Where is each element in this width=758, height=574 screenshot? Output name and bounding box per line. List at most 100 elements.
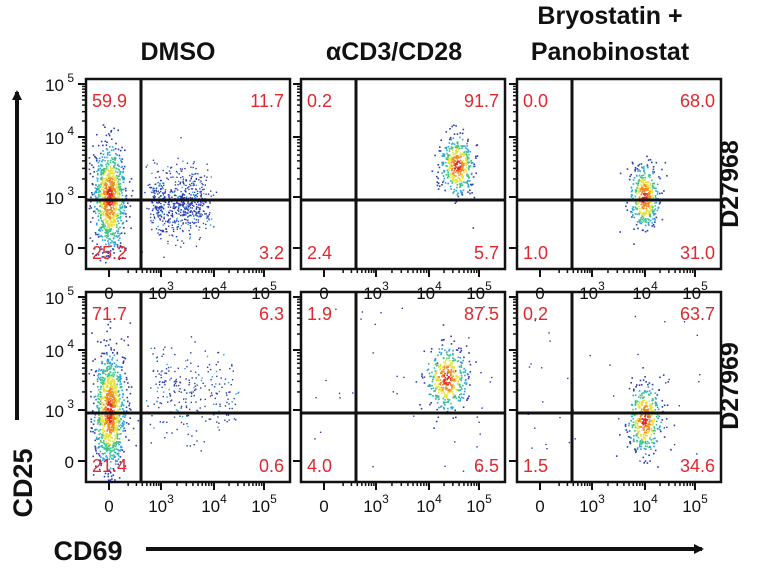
event-dot [642,423,645,426]
event-dot [92,166,95,169]
event-dot [110,365,113,367]
event-dot [530,363,532,365]
event-dot [534,427,536,429]
event-dot [654,219,656,221]
event-dot [630,437,632,439]
event-dot [641,188,643,191]
event-dot [149,216,152,219]
event-dot [102,224,104,227]
event-dot [648,454,650,457]
event-dot [640,211,643,214]
event-dot [462,164,464,167]
event-dot [204,213,206,215]
event-dot [639,188,642,190]
event-dot [657,408,660,411]
event-dot [189,180,191,182]
event-dot [450,384,452,386]
event-dot [198,210,200,213]
event-dot [589,354,591,357]
event-dot [210,176,212,178]
event-dot [639,415,642,417]
event-dot [441,380,444,383]
event-dot [157,207,160,209]
event-dot [158,215,160,217]
event-dot [635,174,638,177]
event-dot [112,216,115,219]
event-dot [446,169,449,172]
event-dot [162,194,165,196]
event-dot [180,195,182,198]
event-dot [633,228,635,230]
event-dot [188,408,191,411]
event-dot [98,401,100,404]
event-dot [113,176,115,179]
event-dot [444,363,447,365]
event-dot [108,365,110,368]
event-dot [114,243,117,245]
event-dot [104,187,106,190]
event-dot [360,318,362,320]
y-tick-label: 10 [45,342,64,361]
event-dot [442,339,445,341]
event-dot [107,375,110,377]
event-dot [101,397,103,400]
event-dot [187,425,189,428]
event-dot [643,207,645,210]
event-dot [636,384,638,386]
event-dot [639,394,641,397]
event-dot [215,370,218,373]
event-dot [117,414,120,416]
event-dot [154,190,156,192]
event-dot [106,396,109,398]
event-dot [96,406,98,409]
event-dot [124,205,126,207]
event-dot [106,375,109,378]
event-dot [319,431,322,433]
event-dot [97,196,100,198]
event-dot [158,176,161,178]
event-dot [631,207,634,210]
event-dot [100,152,102,155]
event-dot [113,218,115,220]
event-dot [647,386,650,388]
event-dot [654,195,657,197]
event-dot [102,387,105,389]
event-dot [89,237,92,239]
y-tick-exponent: 4 [67,124,74,138]
event-dot [120,418,122,420]
event-dot [97,407,100,410]
event-dot [643,407,645,409]
event-dot [182,181,184,184]
event-dot [641,440,644,443]
event-dot [459,383,461,386]
event-dot [117,181,119,184]
event-dot [115,191,117,194]
event-dot [105,402,108,405]
event-dot [651,424,654,426]
event-dot [110,367,112,370]
event-dot [549,340,551,342]
event-dot [106,174,108,177]
event-dot [183,211,185,214]
event-dot [94,429,96,432]
event-dot [191,197,194,199]
event-dot [457,180,459,183]
event-dot [111,182,113,184]
event-dot [178,210,180,212]
event-dot [641,178,643,181]
event-dot [659,192,661,195]
event-dot [109,187,111,190]
event-dot [460,163,463,166]
event-dot [101,452,104,455]
event-dot [105,373,107,376]
event-dot [106,358,109,361]
event-dot [451,176,454,178]
event-dot [182,222,185,224]
event-dot [105,231,108,233]
event-dot [123,339,126,342]
event-dot [100,369,103,371]
event-dot [187,197,189,200]
event-dot [641,207,644,209]
event-dot [162,169,164,172]
event-dot [643,204,645,207]
